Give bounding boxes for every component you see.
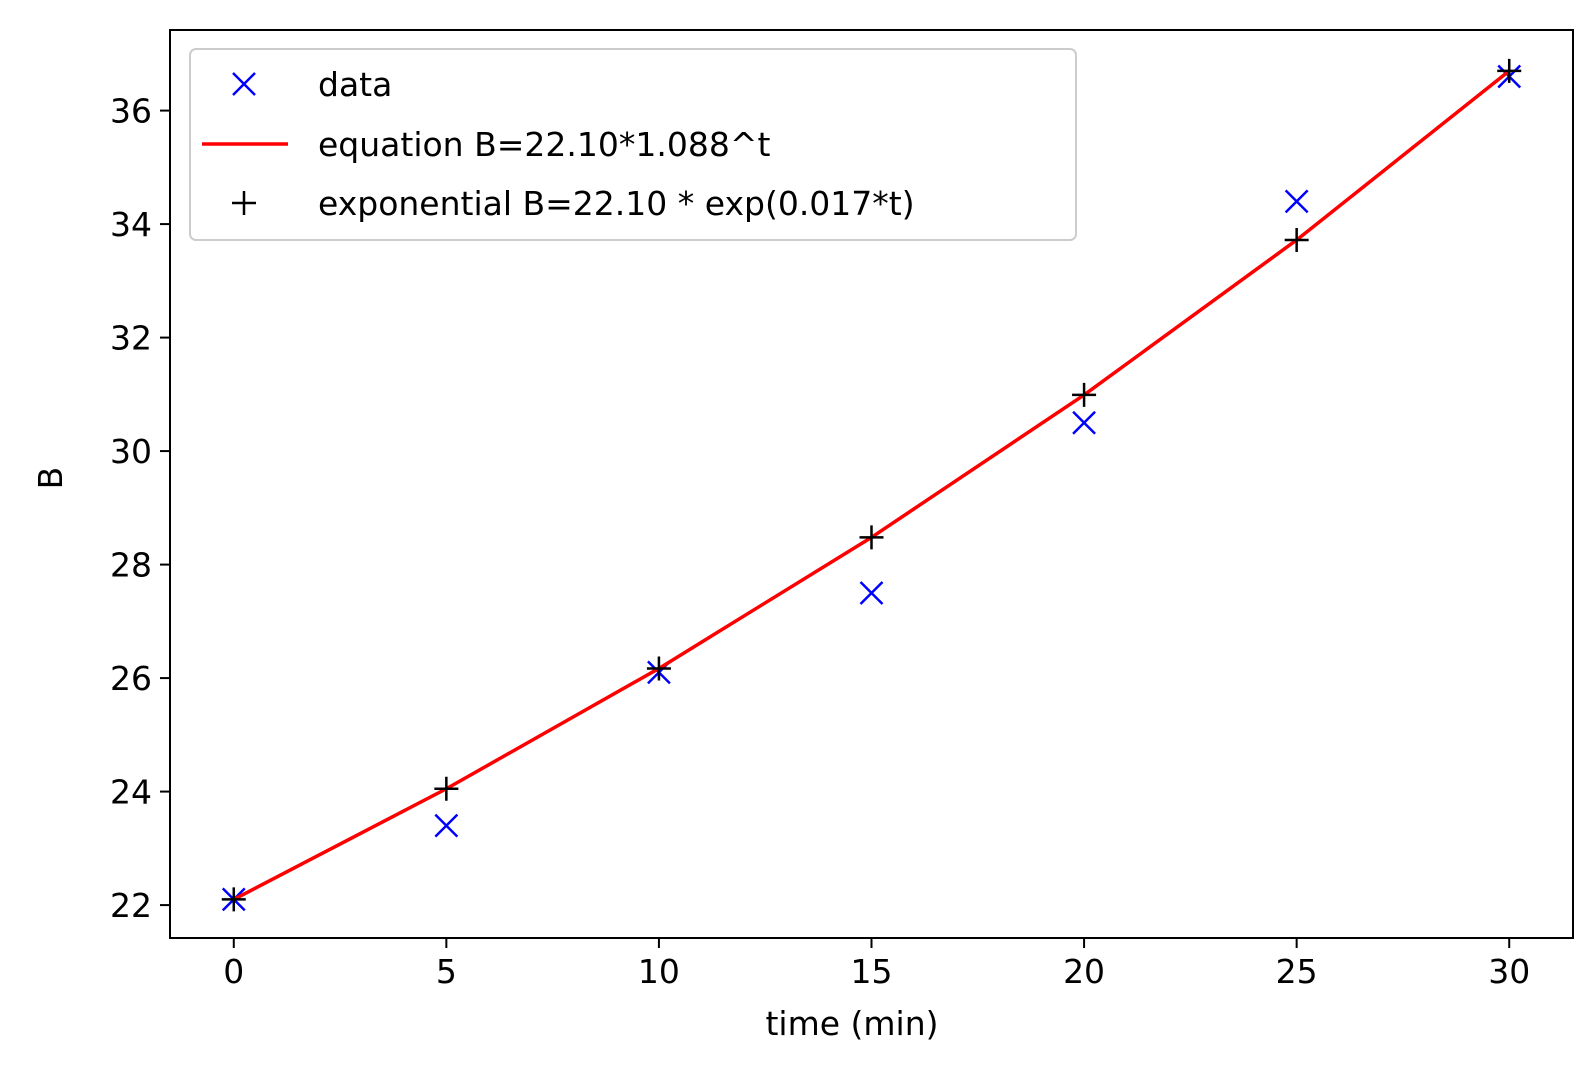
data-point	[1072, 410, 1096, 435]
data-point	[859, 581, 884, 605]
x-tick-label: 30	[1488, 952, 1530, 991]
x-tick-label: 0	[223, 952, 244, 991]
x-tick-label: 5	[436, 952, 457, 991]
plot-area	[221, 58, 1522, 912]
exponential-point	[646, 656, 671, 681]
y-tick-label: 30	[110, 432, 152, 471]
x-axis: 0 5 10 15 20 25 30	[223, 938, 1530, 991]
exponential-point	[434, 776, 459, 801]
legend-label: exponential B=22.10 * exp(0.017*t)	[318, 184, 915, 223]
legend-box	[189, 48, 1077, 241]
data-point	[434, 813, 459, 838]
y-axis: 22 24 26 28 30 32 34 36	[110, 92, 170, 925]
y-axis-label: B	[31, 467, 70, 490]
exponential-point	[221, 887, 246, 912]
exponential-point	[232, 191, 256, 215]
y-tick-label: 26	[110, 659, 152, 698]
legend: data equation B=22.10*1.088^t exponential …	[189, 48, 1077, 241]
y-tick-label: 36	[110, 92, 152, 131]
y-tick-label: 34	[110, 205, 152, 244]
data-point	[232, 72, 256, 96]
x-tick-label: 15	[851, 952, 893, 991]
x-tick-label: 25	[1276, 952, 1318, 991]
exponential-point	[1497, 58, 1522, 83]
y-tick-label: 32	[110, 319, 152, 358]
legend-label: equation B=22.10*1.088^t	[318, 125, 770, 164]
y-tick-label: 28	[110, 546, 152, 585]
exponential-point	[1284, 227, 1309, 252]
x-tick-label: 10	[638, 952, 680, 991]
exponential-point	[1072, 382, 1097, 407]
y-tick-label: 22	[110, 886, 152, 925]
legend-label: data	[318, 65, 392, 104]
y-tick-label: 24	[110, 773, 152, 812]
x-tick-label: 20	[1063, 952, 1105, 991]
data-point	[1284, 189, 1309, 214]
exponential-point	[859, 525, 884, 550]
plot-frame	[169, 29, 1574, 939]
x-axis-label: time (min)	[765, 1004, 938, 1043]
